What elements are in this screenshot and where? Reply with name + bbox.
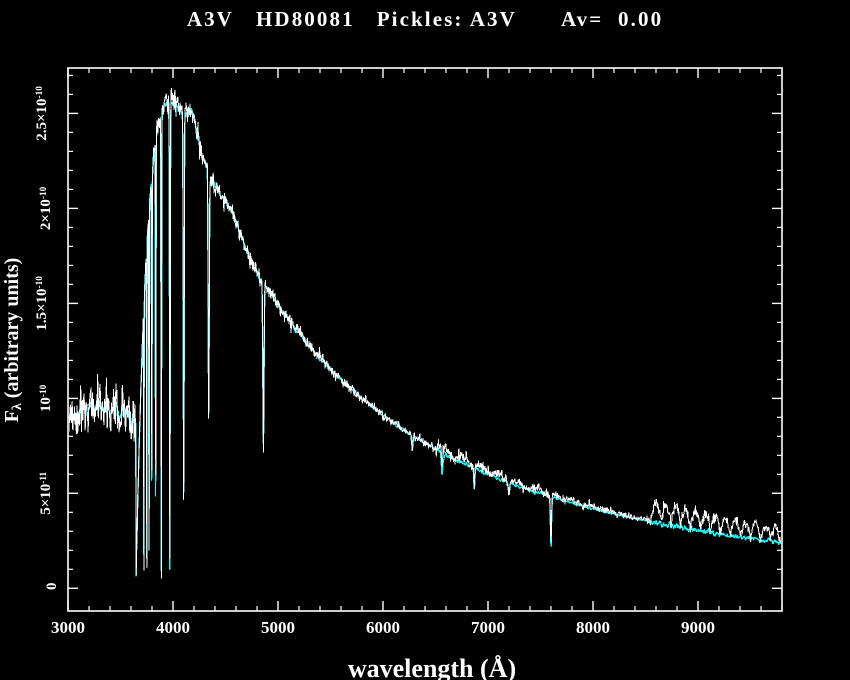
- svg-text:9000: 9000: [681, 618, 715, 637]
- svg-text:6000: 6000: [366, 618, 400, 637]
- svg-text:10-10: 10-10: [38, 384, 54, 412]
- svg-text:5000: 5000: [261, 618, 295, 637]
- svg-text:5×10-11: 5×10-11: [38, 471, 54, 514]
- svg-text:2×10-10: 2×10-10: [38, 186, 54, 230]
- svg-text:1.5×10-10: 1.5×10-10: [34, 276, 50, 331]
- svg-text:7000: 7000: [471, 618, 505, 637]
- svg-text:wavelength (Å): wavelength (Å): [348, 654, 516, 680]
- svg-text:4000: 4000: [156, 618, 190, 637]
- svg-text:3000: 3000: [51, 618, 85, 637]
- svg-text:Fλ (arbitrary units): Fλ (arbitrary units): [1, 258, 25, 423]
- svg-text:0: 0: [44, 583, 60, 591]
- svg-text:8000: 8000: [576, 618, 610, 637]
- svg-text:2.5×10-10: 2.5×10-10: [34, 86, 50, 141]
